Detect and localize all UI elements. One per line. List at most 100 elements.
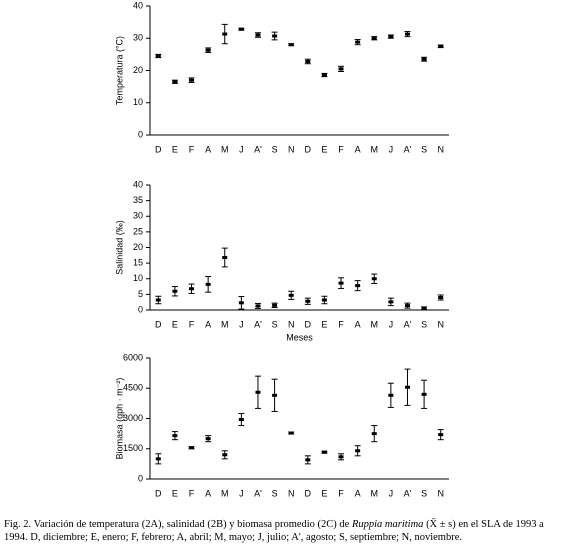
mean-marker [338, 281, 344, 285]
mean-marker [438, 433, 444, 437]
x-tick-label: M [221, 319, 229, 329]
mean-marker [255, 390, 261, 394]
mean-marker [371, 432, 377, 436]
x-tick-label: A [355, 144, 361, 154]
x-tick-label: E [321, 144, 327, 154]
mean-marker [305, 299, 311, 303]
mean-marker [189, 287, 195, 291]
x-tick-label: F [189, 319, 195, 329]
caption: Fig. 2. Variación de temperatura (2A), s… [4, 518, 560, 544]
x-tick-label: F [338, 319, 344, 329]
x-tick-label: S [421, 488, 427, 498]
x-tick-label: M [371, 319, 379, 329]
y-tick-label: 0 [138, 304, 143, 314]
mean-marker [255, 33, 261, 37]
mean-marker [404, 385, 410, 389]
x-tick-label: E [321, 319, 327, 329]
y-axis-label: Temperatura (°C) [114, 36, 124, 105]
x-tick-label: J [389, 319, 394, 329]
x-tick-label: N [288, 319, 295, 329]
mean-marker [155, 457, 161, 461]
y-tick-label: 0 [138, 473, 143, 483]
y-tick-label: 3000 [123, 413, 143, 423]
y-tick-label: 35 [133, 195, 143, 205]
mean-marker [172, 289, 178, 293]
x-tick-label: F [189, 488, 195, 498]
y-tick-label: 15 [133, 258, 143, 268]
mean-marker [238, 301, 244, 305]
x-tick-label: D [305, 319, 312, 329]
x-tick-label: J [239, 319, 244, 329]
mean-marker [338, 455, 344, 459]
y-tick-label: 40 [133, 179, 143, 189]
species-name: Ruppia maritima [351, 519, 424, 530]
mean-marker [388, 300, 394, 304]
mean-marker [288, 43, 294, 47]
x-tick-label: A' [404, 319, 412, 329]
x-tick-label: D [155, 319, 162, 329]
y-tick-label: 20 [133, 242, 143, 252]
x-tick-label: A' [404, 488, 412, 498]
x-tick-label: N [437, 144, 444, 154]
y-tick-label: 4500 [123, 383, 143, 393]
x-tick-label: D [305, 144, 312, 154]
mean-marker [205, 48, 211, 52]
mean-marker [321, 73, 327, 77]
mean-marker [321, 450, 327, 454]
y-tick-label: 30 [133, 33, 143, 43]
y-axis-label: Biomasa (gph · m⁻²) [114, 378, 124, 460]
x-tick-label: A [205, 488, 211, 498]
mean-marker [155, 54, 161, 58]
x-tick-label: M [221, 488, 229, 498]
mean-marker [205, 282, 211, 286]
x-tick-label: A' [254, 319, 262, 329]
x-tick-label: F [189, 144, 195, 154]
y-tick-label: 10 [133, 97, 143, 107]
mean-marker [338, 67, 344, 71]
x-tick-label: E [172, 488, 178, 498]
y-tick-label: 5 [138, 289, 143, 299]
x-tick-label: M [371, 488, 379, 498]
x-tick-label: D [305, 488, 312, 498]
x-tick-label: N [437, 488, 444, 498]
x-tick-label: A [355, 488, 361, 498]
mean-marker [421, 306, 427, 310]
mean-marker [388, 393, 394, 397]
mean-marker [288, 431, 294, 435]
y-tick-label: 1500 [123, 443, 143, 453]
x-tick-label: E [172, 319, 178, 329]
x-tick-label: N [288, 488, 295, 498]
y-axis-label: Salinidad (‰) [114, 220, 124, 275]
mean-marker [355, 284, 361, 288]
x-tick-label: A [205, 144, 211, 154]
mean-marker [272, 34, 278, 38]
x-axis-label: Meses [286, 332, 313, 342]
mean-marker [255, 304, 261, 308]
mean-marker [371, 277, 377, 281]
x-tick-label: S [421, 319, 427, 329]
mean-marker [155, 298, 161, 302]
mean-marker [222, 32, 228, 36]
mean-marker [321, 298, 327, 302]
x-tick-label: E [321, 488, 327, 498]
y-tick-label: 25 [133, 226, 143, 236]
mean-marker [172, 80, 178, 84]
y-tick-label: 10 [133, 273, 143, 283]
mean-marker [404, 32, 410, 36]
mean-marker [238, 418, 244, 422]
mean-marker [189, 446, 195, 450]
mean-marker [272, 393, 278, 397]
mean-marker [404, 304, 410, 308]
mean-marker [222, 453, 228, 457]
x-tick-label: J [239, 488, 244, 498]
mean-marker [355, 40, 361, 44]
mean-marker [421, 392, 427, 396]
x-tick-label: D [155, 144, 162, 154]
mean-marker [238, 27, 244, 31]
x-tick-label: S [272, 319, 278, 329]
mean-marker [305, 59, 311, 63]
mean-marker [438, 296, 444, 299]
y-tick-label: 0 [138, 129, 143, 139]
mean-marker [205, 437, 211, 441]
mean-marker [288, 293, 294, 297]
